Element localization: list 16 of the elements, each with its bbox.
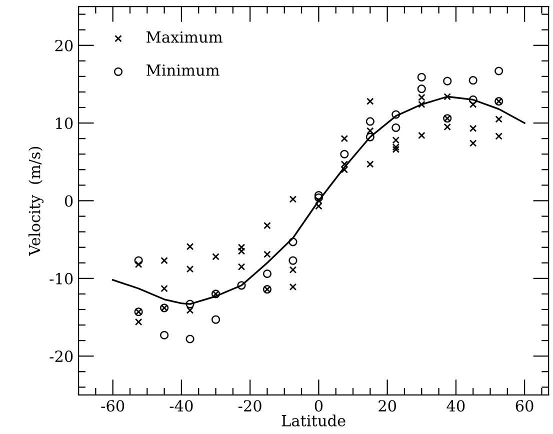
x-tick-label: 60 (516, 400, 534, 412)
x-tick-label: 20 (378, 400, 396, 412)
y-tick-label: 0 (64, 195, 73, 207)
x-tick-label: 0 (314, 400, 323, 412)
y-tick-label: -20 (50, 350, 73, 362)
y-axis-title: Velocity (m/s) (28, 146, 44, 256)
x-axis-title: Latitude (282, 414, 346, 426)
x-tick-label: 40 (446, 400, 465, 412)
x-tick-label: -20 (238, 400, 262, 412)
y-tick-label: 10 (56, 118, 73, 130)
legend-label: Maximum (146, 31, 222, 43)
y-tick-label: 20 (55, 40, 73, 52)
y-tick-label: -10 (50, 272, 73, 284)
legend-label: Minimum (146, 64, 220, 76)
x-tick-label: -40 (170, 400, 193, 412)
x-tick-label: -60 (101, 400, 124, 412)
